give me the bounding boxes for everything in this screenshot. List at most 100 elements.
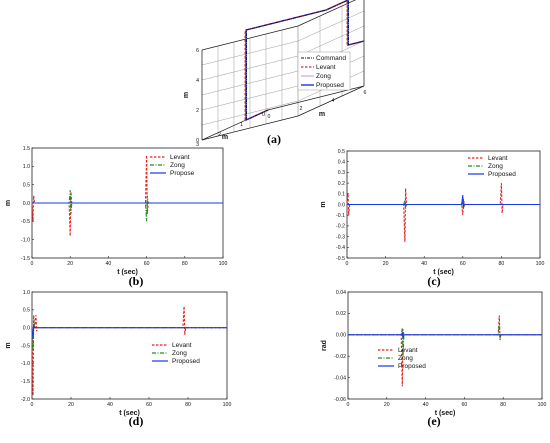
legend-label: Zong — [488, 163, 503, 170]
z-tick-label: 0 — [196, 138, 199, 144]
plot-frame — [347, 291, 543, 400]
legend-label: Command — [316, 55, 346, 62]
x-tick-label: 0 — [346, 261, 349, 267]
legend-label: Levant — [316, 64, 336, 71]
grid-line — [297, 25, 365, 57]
series-line-levant — [31, 155, 223, 237]
z-tick-label: 2 — [196, 108, 199, 114]
legend: Command Levant Zong Proposed — [297, 51, 351, 91]
legend-label: Levant — [488, 155, 508, 162]
series-line-zong — [31, 320, 227, 350]
series-line-zong — [32, 190, 223, 222]
y-tick-label: -2.0 — [21, 397, 30, 403]
x-tick-label: 40 — [423, 402, 429, 408]
y-tick-label: -0.02 — [334, 354, 346, 360]
x-tick-label: 40 — [107, 402, 113, 408]
x-tick-label: 100 — [223, 402, 232, 408]
x-tick-label: 20 — [67, 261, 73, 267]
y-tick-label: 0.0 — [23, 325, 30, 331]
grid-line — [297, 0, 356, 27]
x-tick-label: 20 — [384, 402, 390, 408]
legend-label: Levant — [398, 347, 418, 354]
x-tick-label: 80 — [185, 402, 191, 408]
x-tick-label: 60 — [144, 261, 150, 267]
y-tick-label: 0.0 — [338, 202, 345, 208]
panel-caption: (d) — [129, 414, 144, 428]
y-tick-label: 0.3 — [338, 170, 345, 176]
y-tick-label: 0.1 — [338, 192, 345, 198]
y-tick-label: -0.5 — [336, 256, 345, 262]
x-tick-label: 20 — [68, 402, 74, 408]
x-tick-label: 100 — [538, 402, 547, 408]
chart-panel-e: 0 20 40 60 80 100 -0.06 -0.04 -0.02 0.00 0.02 0.04 t… — [321, 290, 546, 428]
x-tick-label: 80 — [499, 261, 505, 267]
legend-label: Propose — [170, 170, 195, 177]
y-tick-label: -1.0 — [21, 237, 30, 243]
x-axis-label: t (sec) — [117, 269, 138, 276]
panel-caption: (c) — [427, 274, 440, 288]
y-tick-label: 0.2 — [338, 181, 345, 187]
legend-label: Zong — [316, 73, 331, 80]
panel-caption: (b) — [129, 274, 144, 288]
y-tick-label: -0.5 — [21, 219, 30, 225]
z-tick-label: 4 — [196, 78, 199, 84]
legend-label: Levant — [170, 154, 190, 161]
panel-caption: (a) — [267, 132, 281, 146]
y-tick-label: 1.0 — [23, 290, 30, 296]
x-tick-label: 60 — [146, 402, 152, 408]
x-axis-label: t (sec) — [435, 410, 456, 417]
y-tick-label: 0.00 — [336, 333, 346, 339]
y-tick-label: -1.5 — [21, 379, 30, 385]
y-tick-label: -0.04 — [334, 375, 346, 381]
series-line-proposed — [348, 331, 542, 339]
x-tick-label: 0 — [31, 261, 34, 267]
x-tick-label: 60 — [460, 261, 466, 267]
x-tick-label: 0 — [347, 402, 350, 408]
y-tick-label: -0.5 — [21, 343, 30, 349]
x-tick-label: 80 — [182, 261, 188, 267]
legend-label: Proposed — [488, 171, 516, 178]
x-axis-label: t (sec) — [119, 410, 140, 417]
y-tick-label: -1.0 — [21, 361, 30, 367]
series-line-proposed — [347, 194, 540, 208]
y-tick-label: 0.5 — [23, 308, 30, 314]
y-tick-label: 0.02 — [336, 311, 346, 317]
series-line-levant — [31, 306, 227, 396]
y-axis-label: m — [320, 201, 327, 207]
y-tick-label: 0.04 — [336, 290, 346, 296]
y-axis-label: m — [319, 111, 325, 118]
legend-label: Zong — [172, 350, 187, 357]
y-tick-label: -0.2 — [336, 224, 345, 230]
legend-label: Proposed — [398, 363, 426, 370]
trajectory-command — [246, 0, 365, 121]
plot-frame — [31, 291, 228, 400]
y-tick-label: 0.0 — [23, 201, 30, 207]
y-axis-label: m — [5, 342, 12, 348]
panel-caption: (e) — [427, 414, 440, 428]
x-tick-label: 100 — [219, 261, 228, 267]
series-line-levant — [348, 315, 542, 387]
box-edge — [201, 25, 299, 51]
y-tick-label: 4 — [332, 98, 335, 104]
legend-label: Levant — [172, 342, 192, 349]
y-tick-label: -1.5 — [21, 256, 30, 262]
x-tick-label: 60 — [462, 402, 468, 408]
y-tick-label: -0.3 — [336, 234, 345, 240]
x-tick-label: 2 — [218, 132, 221, 138]
y-tick-label: -0.4 — [336, 245, 345, 251]
x-tick-label: 0 — [31, 402, 34, 408]
y-tick-label: 0.5 — [338, 149, 345, 155]
legend-label: Zong — [170, 162, 185, 169]
x-tick-label: 40 — [106, 261, 112, 267]
x-tick-label: 1 — [240, 122, 243, 128]
series-line-proposed — [31, 323, 227, 339]
y-tick-label: 6 — [364, 90, 367, 96]
floor-edge — [297, 85, 365, 117]
y-tick-label: -0.1 — [336, 213, 345, 219]
series-line-zong — [348, 324, 542, 357]
chart-panel-b: 0 20 40 60 80 100 -1.5 -1.0 -0.5 0.0 0.5 1.0 1.5 t (s… — [5, 146, 227, 288]
